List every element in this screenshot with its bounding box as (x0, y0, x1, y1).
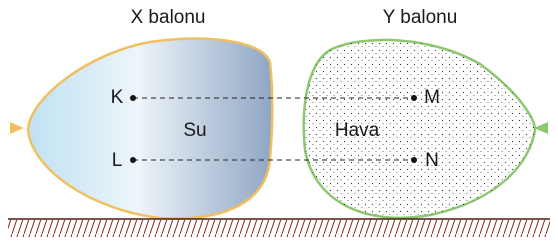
point (411, 157, 417, 163)
balloon-x (28, 39, 272, 219)
diagram: X balonu Y balonu K L M N Su Hava (0, 0, 558, 245)
content-label: Su (183, 120, 206, 141)
point-label: K (111, 87, 124, 108)
point-label: L (112, 150, 123, 171)
point (411, 95, 417, 101)
ground-hatch (8, 220, 550, 237)
point (130, 95, 136, 101)
point (130, 157, 136, 163)
point-label: M (424, 87, 440, 108)
marker (534, 122, 548, 134)
marker (10, 122, 24, 134)
point-label: N (425, 150, 439, 171)
balloon-label: X balonu (130, 7, 205, 28)
balloon-label: Y balonu (383, 7, 458, 28)
content-label: Hava (335, 120, 380, 141)
